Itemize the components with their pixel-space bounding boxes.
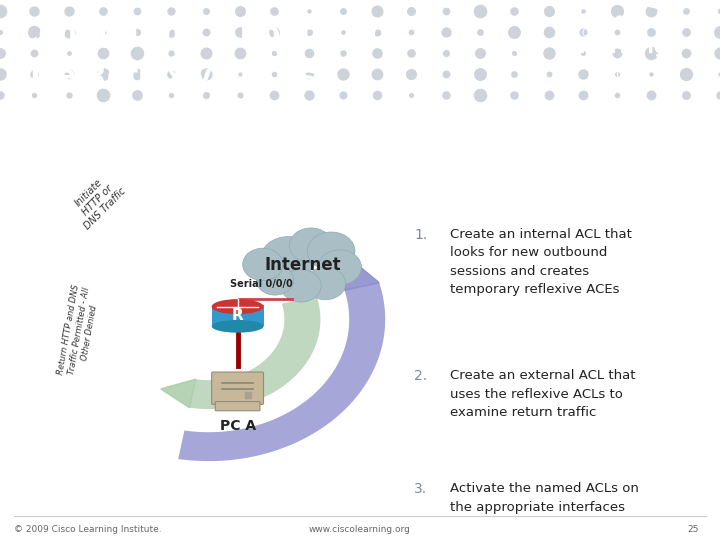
Circle shape bbox=[243, 248, 283, 281]
Text: Cisco: Cisco bbox=[582, 28, 608, 38]
Polygon shape bbox=[178, 282, 385, 461]
Polygon shape bbox=[161, 379, 196, 408]
Circle shape bbox=[318, 250, 361, 285]
FancyBboxPatch shape bbox=[215, 402, 260, 411]
Text: 3.: 3. bbox=[414, 482, 427, 496]
Text: Institute: Institute bbox=[593, 69, 645, 82]
Circle shape bbox=[281, 269, 321, 302]
Text: PC A: PC A bbox=[220, 420, 256, 434]
Text: Activate the named ACLs on
the appropriate interfaces: Activate the named ACLs on the appropria… bbox=[450, 482, 639, 514]
Polygon shape bbox=[189, 296, 320, 409]
FancyBboxPatch shape bbox=[212, 372, 264, 404]
Text: www.ciscolearning.org: www.ciscolearning.org bbox=[309, 525, 411, 534]
Circle shape bbox=[261, 237, 315, 281]
Circle shape bbox=[256, 265, 294, 295]
Circle shape bbox=[307, 232, 355, 270]
Ellipse shape bbox=[212, 320, 264, 333]
Text: © 2009 Cisco Learning Institute.: © 2009 Cisco Learning Institute. bbox=[14, 525, 162, 534]
Text: Serial 0/0/0: Serial 0/0/0 bbox=[230, 279, 293, 289]
FancyBboxPatch shape bbox=[212, 306, 264, 326]
Text: Create an external ACL that
uses the reflexive ACLs to
examine return traffic: Create an external ACL that uses the ref… bbox=[450, 369, 636, 419]
Text: 2.: 2. bbox=[414, 369, 427, 383]
Text: Use Reflexive ACLs: Use Reflexive ACLs bbox=[18, 63, 317, 91]
Text: Configuring a Router to: Configuring a Router to bbox=[18, 19, 388, 48]
Text: 1.: 1. bbox=[414, 228, 427, 242]
Text: 25: 25 bbox=[687, 525, 698, 534]
Circle shape bbox=[289, 228, 333, 262]
Text: Create an internal ACL that
looks for new outbound
sessions and creates
temporar: Create an internal ACL that looks for ne… bbox=[450, 228, 632, 296]
Text: Learning: Learning bbox=[571, 38, 667, 57]
Polygon shape bbox=[344, 261, 379, 290]
Circle shape bbox=[305, 267, 346, 300]
Text: Return HTTP and DNS
Traffic Permitted - All
Other Denied: Return HTTP and DNS Traffic Permitted - … bbox=[57, 284, 102, 379]
Text: Internet: Internet bbox=[264, 256, 341, 274]
Ellipse shape bbox=[212, 299, 264, 314]
Text: Initiate
HTTP or
DNS Traffic: Initiate HTTP or DNS Traffic bbox=[66, 170, 128, 232]
Text: R: R bbox=[232, 308, 243, 323]
